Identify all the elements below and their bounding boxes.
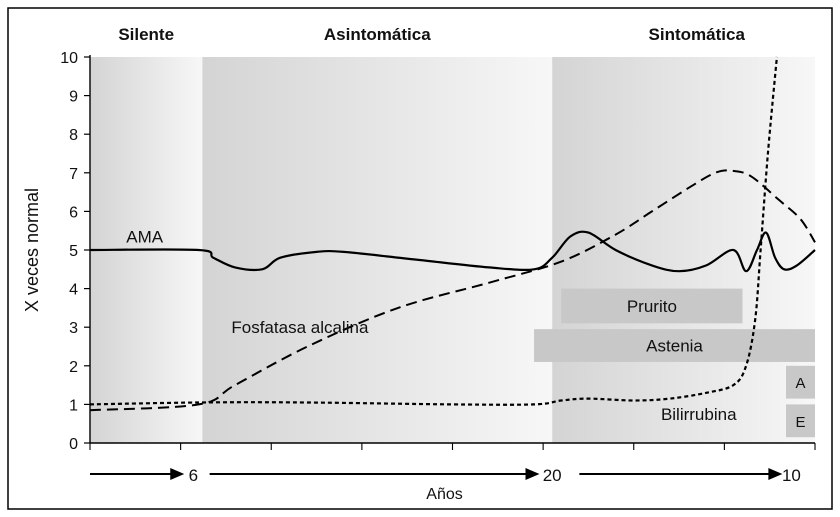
y-tick-label-7: 7 [69, 166, 78, 183]
y-tick-label-1: 1 [69, 397, 78, 414]
phase-label-sintomatica: Sintomática [649, 25, 746, 44]
symptom-bar-e [786, 404, 815, 438]
x-axis-title: Años [426, 486, 462, 503]
y-tick-label-10: 10 [60, 50, 78, 67]
time-marker-6: 6 [189, 466, 198, 485]
series-lines [89, 56, 816, 412]
series-line-ama [89, 230, 816, 273]
symptom-label-astenia: Astenia [646, 337, 703, 356]
series-label-bilirrubina: Bilirrubina [661, 405, 737, 424]
y-tick-label-5: 5 [69, 243, 78, 260]
series-labels: AMA Fosfatasa alcalina Bilirrubina [126, 227, 737, 424]
time-marker-20: 20 [543, 466, 562, 485]
y-tick-label-0: 0 [69, 436, 78, 453]
time-arrow-head [170, 468, 185, 480]
symptom-bar-a [786, 365, 815, 399]
symptom-bars: Prurito Astenia A E [534, 288, 815, 438]
phase-band-sintomatica [552, 57, 815, 443]
time-arrow-head [768, 468, 783, 480]
y-tick-label-9: 9 [69, 89, 78, 106]
series-line-bilirrubina [89, 56, 778, 406]
symptom-bar-prurito [561, 288, 743, 324]
y-tick-label-6: 6 [69, 204, 78, 221]
symptom-label-a: A [795, 375, 805, 392]
phase-band-asintomatica [202, 57, 553, 443]
symptom-label-prurito: Prurito [627, 297, 677, 316]
phase-bands [90, 57, 815, 443]
series-line-fosfatasa-alcalina [89, 169, 816, 412]
phase-label-asintomatica: Asintomática [324, 25, 431, 44]
series-label-fosfatasa-alcalina: Fosfatasa alcalina [231, 318, 369, 337]
time-marker-10: 10 [782, 466, 801, 485]
series-label-ama: AMA [126, 227, 164, 246]
y-tick-label-8: 8 [69, 127, 78, 144]
x-axis [89, 442, 816, 450]
y-tick-label-2: 2 [69, 359, 78, 376]
time-axis: 6 20 10 [90, 466, 801, 485]
phase-labels: Silente Asintomática Sintomática [118, 25, 745, 44]
time-arrow-head [525, 468, 540, 480]
symptom-bar-astenia [534, 329, 815, 362]
y-axis-title: X veces normal [22, 188, 42, 312]
y-tick-label-4: 4 [69, 282, 78, 299]
phase-label-silente: Silente [118, 25, 174, 44]
symptom-label-e: E [795, 414, 805, 431]
y-tick-label-3: 3 [69, 320, 78, 337]
